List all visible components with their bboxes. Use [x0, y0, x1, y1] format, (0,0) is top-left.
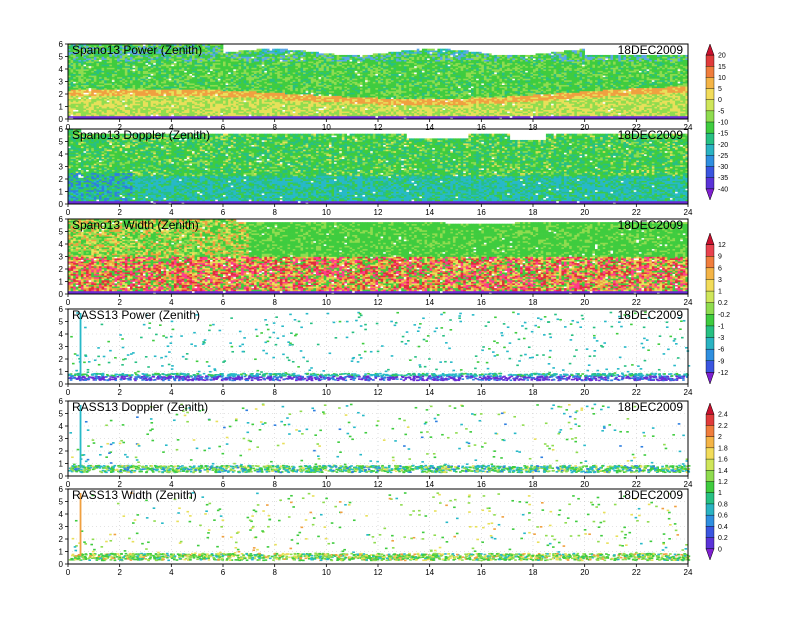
heat-cell [228, 52, 231, 54]
heat-cell [226, 52, 229, 54]
heat-cell [233, 52, 236, 54]
heat-cell [241, 50, 244, 52]
heat-cell [244, 50, 247, 52]
heat-cell [223, 53, 226, 55]
heat-cell [236, 52, 239, 54]
heat-cell [231, 52, 234, 54]
heat-cell [239, 50, 242, 52]
